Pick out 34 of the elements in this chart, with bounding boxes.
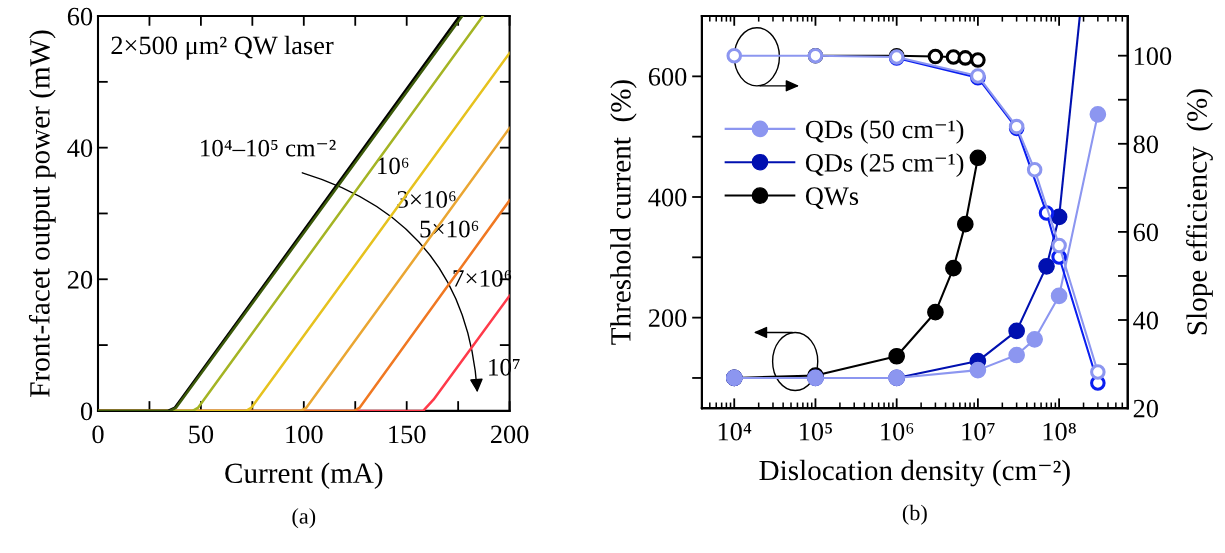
annotation: 10⁶ [378, 157, 409, 175]
y2-tick-label: 20 [1133, 399, 1158, 418]
text: (b) [902, 504, 927, 525]
x-tick-label: 50 [189, 425, 214, 444]
legend-label: QWs [805, 187, 859, 210]
x-tick-label: 100 [286, 425, 323, 444]
y-tick-label: 60 [67, 7, 93, 26]
x-axis-title: Current (mA) [225, 462, 383, 490]
x-tick-label: 150 [389, 425, 426, 444]
x-tick-label: 10⁷ [962, 422, 995, 441]
text: (a) [292, 508, 316, 529]
legend-label: QDs (50 cm⁻¹) [805, 119, 964, 144]
y-axis-title: Front-facet output power (mW) [28, 30, 56, 397]
y2-tick-label: 100 [1134, 47, 1172, 66]
x-tick-label: 10⁵ [799, 422, 832, 441]
y-tick-label: 600 [648, 67, 687, 86]
x-axis-title: Dislocation density (cm⁻²) [759, 459, 1070, 487]
y2-tick-label: 40 [1133, 311, 1158, 330]
x-tick-label: 10⁸ [1043, 422, 1076, 441]
annotation: 10⁴–10⁵ cm⁻² [201, 139, 336, 157]
y-tick-label: 40 [67, 139, 93, 158]
y-tick-label: 0 [80, 402, 93, 421]
y-tick-label: 200 [648, 309, 687, 328]
legend-label: QDs (25 cm⁻¹) [805, 153, 964, 178]
y2-tick-label: 60 [1133, 223, 1158, 242]
y2-tick-label: 80 [1133, 135, 1158, 154]
y-tick-label: 400 [648, 188, 687, 207]
x-tick-label: 200 [490, 425, 529, 444]
x-tick-label: 10⁶ [881, 422, 914, 441]
y2-axis-title: Slope efficiency (%) [1186, 89, 1213, 335]
y-axis-title: Threshold current (%) [610, 80, 637, 345]
y-tick-label: 20 [67, 270, 93, 289]
x-tick-label: 10⁴ [718, 422, 752, 441]
annotation: 2×500 μm² QW laser [111, 35, 334, 60]
